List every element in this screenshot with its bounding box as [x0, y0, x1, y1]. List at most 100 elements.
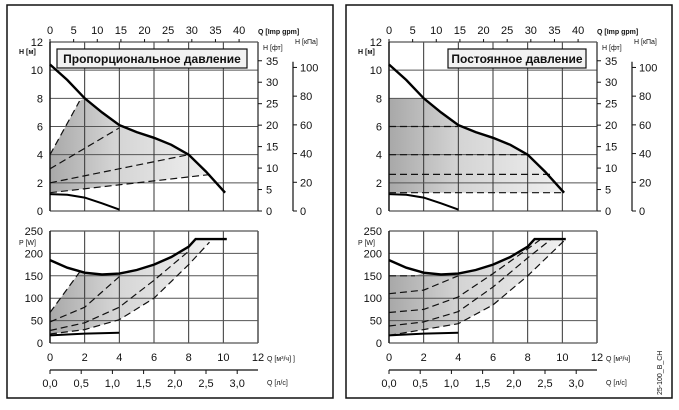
ft-tick-label: 35: [266, 56, 278, 68]
ft-axis-title: H [фт]: [263, 45, 283, 52]
gpm-tick-label: 20: [138, 25, 150, 37]
chart-title: Постоянное давление: [451, 52, 582, 66]
ft-tick-label: 30: [266, 77, 278, 89]
y-tick-label: 250: [364, 226, 382, 238]
operating-area: [50, 98, 212, 193]
y-tick-label: 6: [37, 122, 43, 134]
ls-tick-label: 0,0: [42, 378, 57, 390]
power-area: [50, 239, 210, 334]
min-power-curve: [388, 331, 459, 337]
x-tick-label: 0: [386, 352, 392, 364]
max-power-curve: [49, 237, 227, 276]
min-head-curve: [388, 193, 459, 211]
max-head-curve: [388, 63, 565, 194]
x-tick-label: 2: [421, 352, 427, 364]
kpa-tick-label: 20: [639, 177, 651, 189]
y-tick-label: 0: [376, 338, 382, 350]
control-curve: [49, 276, 120, 323]
kpa-tick-label: 20: [300, 177, 312, 189]
gpm-tick-label: 25: [162, 25, 174, 37]
y-axis-title: H [м]: [358, 49, 375, 56]
ft-tick-label: 5: [266, 185, 272, 197]
kpa-tick-label: 40: [300, 149, 312, 161]
y-tick-label: 100: [364, 293, 382, 305]
kpa-tick-label: 100: [639, 62, 657, 74]
x-tick-label: 2: [82, 352, 88, 364]
ft-tick-label: 15: [266, 142, 278, 154]
y-tick-label: 4: [376, 150, 382, 162]
panel-frame: [345, 4, 673, 399]
ft-tick-label: 5: [605, 185, 611, 197]
control-curve: [388, 275, 459, 295]
ls-tick-label: 1,0: [105, 378, 120, 390]
control-curve: [49, 173, 212, 194]
gpm-tick-label: 10: [430, 25, 442, 37]
gpm-tick-label: 15: [115, 25, 127, 37]
y-tick-label: 50: [370, 316, 382, 328]
gpm-axis-title: Q [Imp gpm]: [597, 29, 638, 36]
control-curve: [49, 154, 189, 184]
y-tick-label: 6: [376, 122, 382, 134]
gpm-tick-label: 40: [572, 25, 584, 37]
ft-tick-label: 25: [266, 99, 278, 111]
kpa-tick-label: 100: [300, 62, 318, 74]
kpa-tick-label: 60: [300, 120, 312, 132]
chart-title-box: [447, 48, 587, 69]
ft-tick-label: 10: [605, 163, 617, 175]
control-curve: [49, 100, 81, 155]
y-tick-label: 200: [364, 248, 382, 260]
kpa-axis-title: H [кПа]: [295, 39, 318, 46]
x-axis-title: Q [м³/ч]: [606, 356, 630, 363]
x-tick-label: 8: [186, 352, 192, 364]
ft-axis-title: H [фт]: [602, 45, 622, 52]
y-tick-label: 10: [370, 65, 382, 77]
ls-tick-label: 2,0: [506, 378, 521, 390]
y-axis-title: P [W]: [19, 240, 36, 247]
control-curve: [388, 239, 541, 314]
ls-tick-label: 2,5: [198, 378, 213, 390]
ls-tick-label: 0,5: [74, 378, 89, 390]
x-tick-label: 0: [47, 352, 53, 364]
ls-tick-label: 1,5: [136, 378, 151, 390]
x-tick-label: 4: [116, 352, 122, 364]
gpm-tick-label: 35: [209, 25, 221, 37]
min-head-curve: [49, 193, 120, 211]
y-tick-label: 250: [25, 226, 43, 238]
control-curve: [49, 250, 190, 332]
y-tick-label: 150: [25, 271, 43, 283]
y-tick-label: 4: [37, 150, 43, 162]
y-axis-title: H [м]: [19, 49, 36, 56]
ft-tick-label: 20: [266, 120, 278, 132]
control-curve: [388, 238, 567, 336]
y-tick-label: 50: [31, 316, 43, 328]
gpm-tick-label: 0: [386, 25, 392, 37]
ft-tick-label: 25: [605, 99, 617, 111]
gpm-axis-title: Q [Imp gpm]: [258, 29, 299, 36]
figure-code: 25-100_B_CH: [657, 351, 664, 395]
x-tick-label: 8: [525, 352, 531, 364]
gpm-tick-label: 10: [91, 25, 103, 37]
y-tick-label: 0: [37, 338, 43, 350]
gpm-tick-label: 15: [454, 25, 466, 37]
ls-tick-label: 2,0: [167, 378, 182, 390]
y-tick-label: 150: [364, 271, 382, 283]
ls-tick-label: 0,0: [381, 378, 396, 390]
x-tick-label: 12: [591, 352, 603, 364]
kpa-tick-label: 80: [639, 91, 651, 103]
y-tick-label: 0: [37, 206, 43, 218]
kpa-tick-label: 80: [300, 91, 312, 103]
y-axis-title: P [W]: [358, 240, 375, 247]
kpa-tick-label: 0: [300, 206, 306, 218]
y-tick-label: 8: [376, 93, 382, 105]
ls-tick-label: 1,5: [475, 378, 490, 390]
y-tick-label: 2: [37, 178, 43, 190]
max-head-curve: [49, 63, 226, 194]
y-tick-label: 100: [25, 293, 43, 305]
ls-tick-label: 3,0: [569, 378, 584, 390]
gpm-tick-label: 30: [186, 25, 198, 37]
gpm-tick-label: 5: [71, 25, 77, 37]
y-tick-label: 10: [31, 65, 43, 77]
min-power-curve: [49, 331, 120, 337]
ls-tick-label: 3,0: [230, 378, 245, 390]
